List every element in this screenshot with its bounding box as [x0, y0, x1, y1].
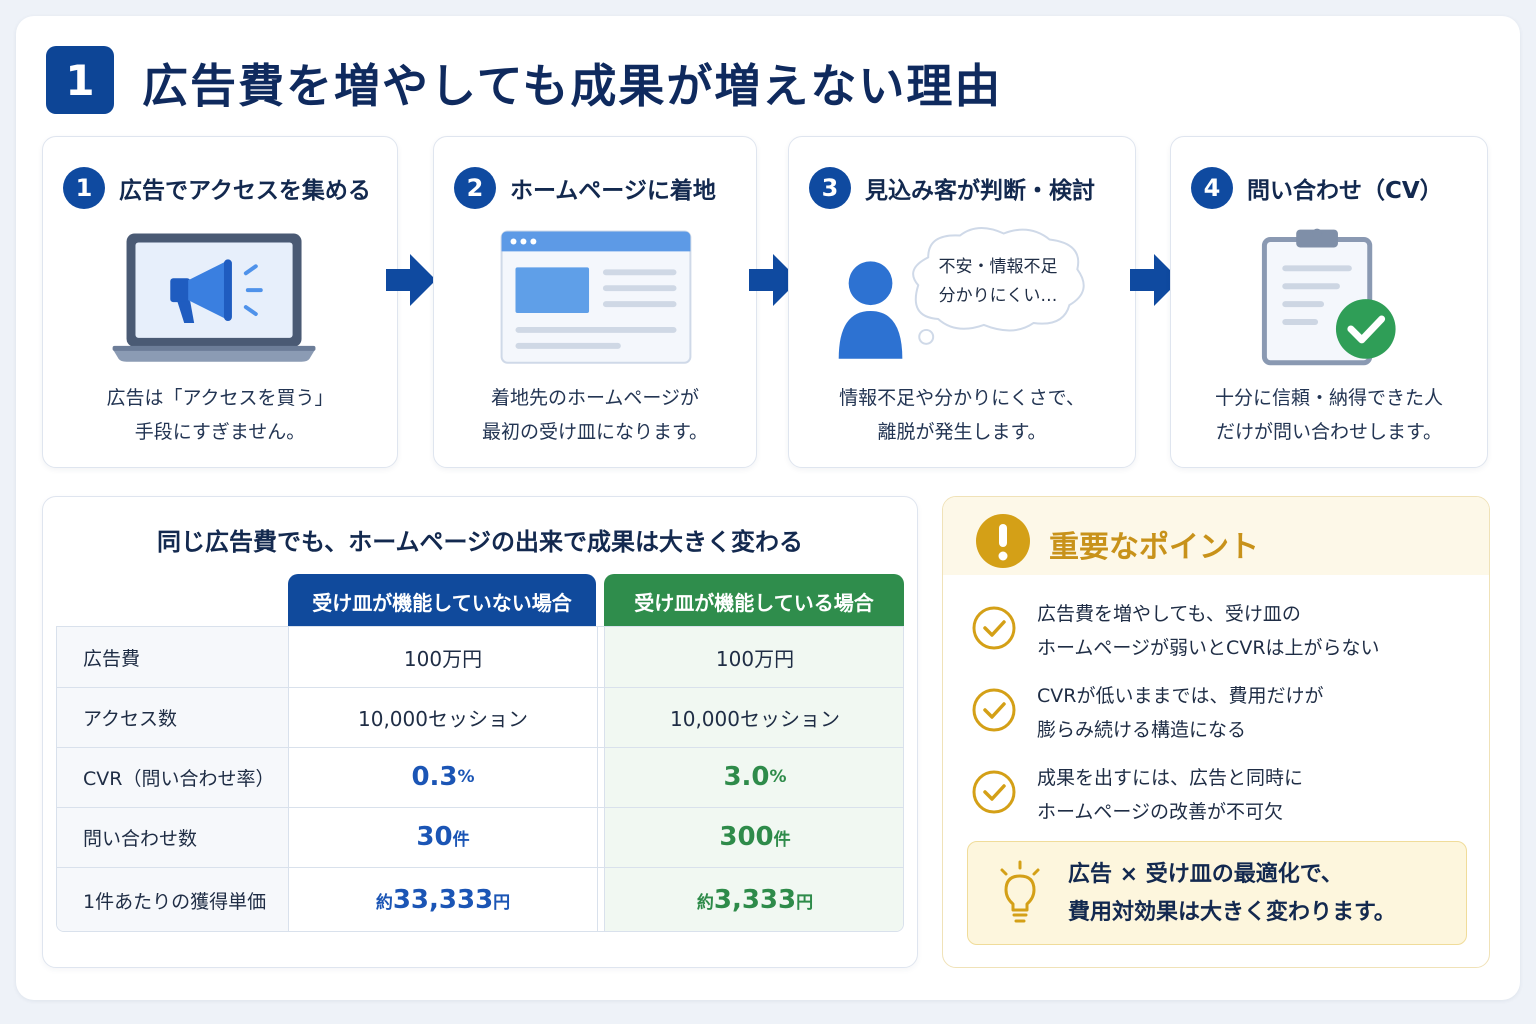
step-card-4: 4 問い合わせ（CV） 十分に信頼・納得できた人 だけが問い合わせします。: [1170, 136, 1488, 468]
table-cell: 10,000セッション: [358, 706, 528, 731]
exclamation-icon: [976, 514, 1030, 568]
comparison-title: 同じ広告費でも、ホームページの出来で成果は大きく変わる: [156, 528, 804, 556]
flow-arrow-icon: [386, 254, 436, 306]
table-cell: 10,000セッション: [670, 706, 840, 731]
check-circle-icon: [972, 770, 1016, 814]
row-label: 1件あたりの獲得単価: [83, 890, 267, 913]
step-number-badge: 4: [1191, 167, 1233, 209]
check-circle-icon: [972, 688, 1016, 732]
person-thinking-icon: [838, 227, 1085, 359]
laptop-megaphone-icon: [112, 233, 316, 362]
flow-arrow-icon: [1130, 254, 1180, 306]
step-card-2: 2 ホームページに着地 着地先のホームページが 最初の受け皿になります。: [433, 136, 757, 468]
cpa-value-working: 約 3,333 円: [696, 885, 814, 915]
inquiry-count-working: 300 件: [719, 822, 791, 852]
key-points-title: 重要なポイント: [1049, 530, 1259, 565]
point-item: CVRが低いままでは、費用だけが 膨らみ続ける構造になる: [971, 679, 1323, 747]
step-number-badge: 3: [809, 167, 851, 209]
step-title: ホームページに着地: [510, 178, 716, 204]
row-label: 問い合わせ数: [83, 827, 198, 850]
clipboard-check-icon: [1261, 228, 1396, 366]
step-title: 広告でアクセスを集める: [119, 178, 371, 204]
row-label: CVR（問い合わせ率）: [83, 767, 275, 790]
check-circle-icon: [972, 606, 1016, 650]
title-number-badge: 1: [46, 46, 114, 114]
step-description: 広告は「アクセスを買う」 手段にすぎません。: [106, 387, 334, 443]
cpa-value-not-working: 約 33,333 円: [375, 885, 511, 915]
tip-text: 広告 × 受け皿の最適化で、 費用対効果は大きく変わります。: [1068, 862, 1396, 925]
inquiry-count-not-working: 30 件: [416, 822, 470, 852]
point-item: 成果を出すには、広告と同時に ホームページの改善が不可欠: [971, 761, 1303, 829]
flow-arrow-icon: [749, 254, 799, 306]
lightbulb-icon: [1000, 860, 1040, 923]
step-title: 問い合わせ（CV）: [1247, 178, 1443, 204]
row-label: アクセス数: [83, 707, 178, 730]
step-description: 情報不足や分かりにくさで、 離脱が発生します。: [839, 387, 1085, 443]
table-cell: 100万円: [403, 646, 483, 671]
point-item: 広告費を増やしても、受け皿の ホームページが弱いとCVRは上がらない: [971, 597, 1380, 665]
tip-box: 広告 × 受け皿の最適化で、 費用対効果は大きく変わります。: [967, 841, 1467, 945]
column-header-working: 受け皿が機能している場合: [604, 574, 904, 628]
table-cell: 100万円: [715, 646, 795, 671]
cvr-value-not-working: 0.3%: [411, 762, 475, 792]
thought-bubble-text: 不安・情報不足 分かりにくい…: [938, 257, 1058, 306]
step-card-1: 1 広告でアクセスを集める 広告は「アクセスを買う」 手段にすぎません。: [42, 136, 398, 468]
step-number-badge: 1: [63, 167, 105, 209]
step-title: 見込み客が判断・検討: [865, 178, 1095, 204]
cvr-value-working: 3.0%: [723, 762, 787, 792]
step-number-badge: 2: [454, 167, 496, 209]
page-title: 広告費を増やしても成果が増えない理由: [142, 59, 1003, 113]
key-points-panel: 重要なポイント 広告費を増やしても、受け皿の ホームページが弱いとCVRは上がら…: [942, 496, 1490, 968]
row-label: 広告費: [83, 647, 141, 670]
step-card-3: 3 見込み客が判断・検討 不安・情報不足 分かりにくい… 情報不足や分かりにくさ…: [788, 136, 1136, 468]
column-header-not-working: 受け皿が機能していない場合: [288, 574, 596, 628]
comparison-table: 広告費 100万円 100万円 アクセス数 10,000セッション 10,000…: [56, 626, 904, 932]
webpage-browser-icon: [500, 230, 692, 364]
step-description: 着地先のホームページが 最初の受け皿になります。: [481, 387, 709, 443]
step-description: 十分に信頼・納得できた人 だけが問い合わせします。: [1214, 387, 1443, 443]
